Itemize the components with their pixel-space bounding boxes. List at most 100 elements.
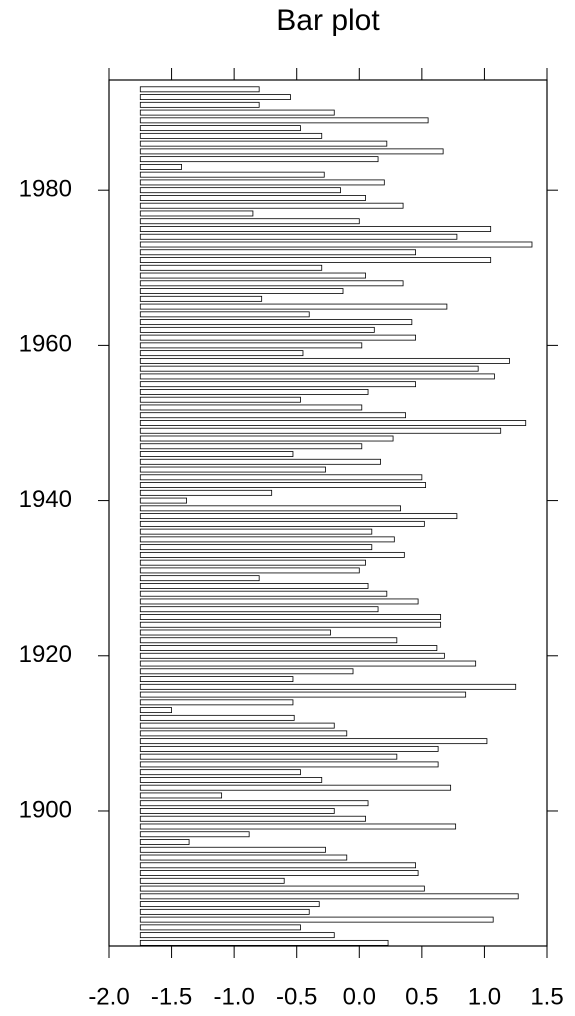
bar <box>139 257 492 263</box>
bar <box>139 691 467 698</box>
bar <box>139 303 448 310</box>
bar <box>139 777 323 783</box>
bar <box>139 598 419 605</box>
x-tick-label: 0.5 <box>405 983 438 1010</box>
bar <box>139 427 502 434</box>
bar <box>139 637 398 644</box>
bar <box>139 815 366 822</box>
bar <box>139 792 223 799</box>
bar <box>139 179 385 186</box>
bar <box>139 839 190 845</box>
bar <box>139 660 477 667</box>
plot-frame <box>108 79 548 947</box>
bar <box>139 808 335 814</box>
bar <box>139 233 458 240</box>
bar <box>139 94 291 100</box>
bar <box>139 280 404 287</box>
bar <box>139 264 323 271</box>
bar <box>139 210 254 217</box>
bar <box>139 745 439 752</box>
bar <box>139 117 429 124</box>
bar <box>139 272 366 279</box>
x-tick-label: 1.0 <box>468 983 501 1010</box>
bar <box>139 520 425 527</box>
bar <box>139 707 172 714</box>
bar <box>139 738 488 745</box>
bar <box>139 109 335 116</box>
bar <box>139 614 442 620</box>
chart-title: Bar plot <box>276 4 380 37</box>
bar <box>139 195 366 201</box>
bar <box>139 451 294 457</box>
bar <box>139 319 413 326</box>
bar <box>139 862 417 869</box>
bar <box>139 870 419 876</box>
bar <box>139 885 425 892</box>
x-tick-label: -1.5 <box>151 983 192 1010</box>
bar <box>139 132 323 139</box>
bar <box>139 901 320 908</box>
bar <box>139 939 389 946</box>
bar <box>139 559 366 566</box>
bar <box>139 466 326 473</box>
bar <box>139 373 495 380</box>
bar <box>139 156 379 163</box>
y-tick-label: 1980 <box>19 176 72 203</box>
y-tick-label: 1920 <box>19 641 72 668</box>
bar <box>139 101 260 108</box>
bar <box>139 140 388 147</box>
bar <box>139 590 388 597</box>
y-tick-label: 1960 <box>19 331 72 358</box>
bar <box>139 916 494 923</box>
bar <box>139 908 310 915</box>
bar <box>139 714 295 721</box>
bar <box>139 823 457 830</box>
bar <box>139 435 394 442</box>
bar <box>139 854 348 861</box>
bar <box>139 482 427 488</box>
bar <box>139 505 401 512</box>
bar <box>139 551 405 558</box>
bar <box>139 652 445 659</box>
y-tick-label: 1940 <box>19 486 72 513</box>
bar <box>139 606 379 613</box>
bar <box>139 932 335 939</box>
bar <box>139 683 517 690</box>
bar <box>139 536 395 543</box>
bar <box>139 567 360 574</box>
bar <box>139 769 301 776</box>
bar <box>139 489 273 496</box>
bar <box>139 784 452 791</box>
bar <box>139 645 438 651</box>
bar <box>139 893 519 900</box>
bar <box>139 311 310 318</box>
bar <box>139 513 458 520</box>
bar <box>139 365 479 372</box>
bar <box>139 676 294 682</box>
bar <box>139 148 444 155</box>
bar <box>139 924 301 931</box>
bar <box>139 86 260 93</box>
bar <box>139 357 510 364</box>
bar <box>139 171 325 178</box>
x-tick-label: -2.0 <box>88 983 129 1010</box>
bar <box>139 443 363 450</box>
y-tick-label: 1900 <box>19 796 72 823</box>
bar <box>139 389 369 395</box>
bar <box>139 125 301 132</box>
bar <box>139 722 335 729</box>
bar <box>139 497 187 504</box>
bar <box>139 458 381 465</box>
bar <box>139 249 417 256</box>
bar <box>139 342 363 349</box>
bar <box>139 202 404 209</box>
bar <box>139 474 423 481</box>
bar <box>139 730 348 737</box>
bar <box>139 218 360 225</box>
bar <box>139 412 406 419</box>
bar <box>139 350 304 357</box>
bar <box>139 226 492 232</box>
bar <box>139 288 344 294</box>
bar <box>139 575 260 582</box>
bar <box>139 583 369 589</box>
